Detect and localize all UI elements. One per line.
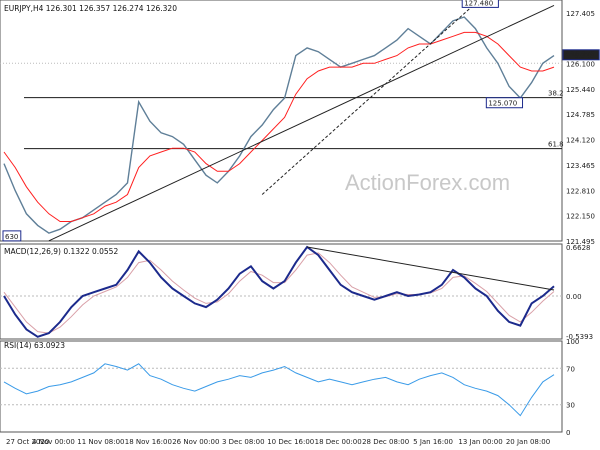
axes: 127.405 126.370 126.100 125.440 124.785 124.1… <box>6 10 595 446</box>
rsi-y-tick: 30 <box>566 402 575 410</box>
price-series <box>3 16 555 234</box>
macd-main-series <box>3 245 555 338</box>
annotation-low: 125.070 <box>488 100 517 108</box>
x-tick-label: 28 Dec 08:00 <box>362 438 409 446</box>
x-tick-label: 26 Nov 00:00 <box>172 438 219 446</box>
annotation-high: 127.480 <box>464 0 493 7</box>
annotation-origin: 630 <box>5 233 18 241</box>
price-y-tick: 127.405 <box>566 10 595 18</box>
x-tick-label: 18 Dec 00:00 <box>315 438 362 446</box>
price-y-tick: 121.495 <box>566 238 595 246</box>
macd-panel <box>3 245 555 338</box>
rsi-y-tick: 100 <box>566 338 579 346</box>
price-trendline-0 <box>48 4 555 242</box>
price-panel: 127.480 125.070 630 126.320 <box>2 0 600 242</box>
watermark: ActionForex.com <box>345 170 510 195</box>
x-tick-label: 13 Jan 00:00 <box>458 438 502 446</box>
rsi-panel <box>3 363 555 417</box>
annotation-fib-38: 38.2 <box>548 90 564 98</box>
x-tick-label: 10 Dec 16:00 <box>267 438 314 446</box>
price-header: EURJPY,H4 126.301 126.357 126.274 126.32… <box>4 4 177 13</box>
x-tick-label: 5 Jan 16:00 <box>413 438 453 446</box>
price-y-tick: 123.465 <box>566 162 595 170</box>
annotation-current: 126.320 <box>565 52 594 60</box>
x-tick-label: 3 Dec 08:00 <box>222 438 265 446</box>
macd-frame <box>0 243 563 340</box>
price-y-tick: 122.810 <box>566 187 595 195</box>
macd-y-tick: 0.00 <box>566 293 582 301</box>
annotation-low-box <box>485 97 524 109</box>
macd-y-tick: 0.6628 <box>566 244 591 252</box>
price-y-tick: 126.100 <box>566 60 595 68</box>
annotation-current-box <box>562 49 600 61</box>
annotation-origin-box <box>2 230 22 242</box>
price-y-tick: 124.785 <box>566 111 595 119</box>
annotation-high-box <box>461 0 499 8</box>
x-tick-label: 11 Nov 08:00 <box>77 438 124 446</box>
x-tick-label: 18 Nov 16:00 <box>125 438 172 446</box>
price-frame <box>0 0 563 242</box>
annotation-fib-61: 61.8 <box>548 141 564 149</box>
rsi-header: RSI(14) 63.0923 <box>4 341 65 350</box>
macd-signal-series <box>3 252 555 334</box>
rsi-series <box>3 363 555 417</box>
price-trendline-1 <box>261 3 476 195</box>
price-y-tick: 122.150 <box>566 213 595 221</box>
x-tick-label: 27 Oct 2020 <box>6 438 49 446</box>
price-y-tick: 124.120 <box>566 137 595 145</box>
macd-header: MACD(12,26,9) 0.1322 0.0552 <box>4 247 118 256</box>
macd-y-tick: -0.5393 <box>566 333 593 341</box>
moving-average-series <box>3 31 555 222</box>
grid-lines <box>0 62 562 406</box>
price-y-tick: 126.370 <box>566 50 595 58</box>
macd-trendline-0 <box>306 246 555 291</box>
x-tick-label: 4 Nov 00:00 <box>32 438 75 446</box>
rsi-y-tick: 70 <box>566 365 575 373</box>
x-tick-label: 20 Jan 08:00 <box>506 438 550 446</box>
panel-frames <box>0 0 563 433</box>
rsi-y-tick: 0 <box>566 429 570 437</box>
rsi-frame <box>0 340 563 433</box>
price-y-tick: 125.440 <box>566 86 595 94</box>
